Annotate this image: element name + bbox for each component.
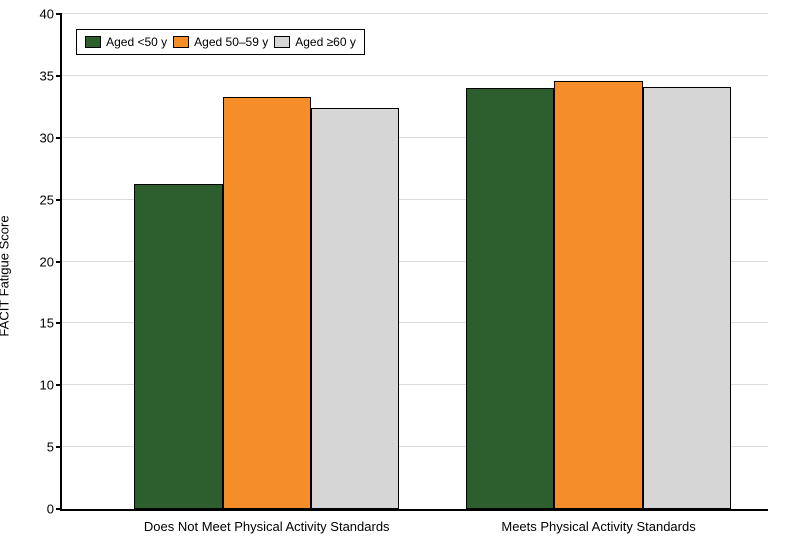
- legend-label: Aged 50–59 y: [194, 35, 268, 49]
- ytick-mark: [56, 137, 62, 139]
- y-axis-label: FACIT Fatigue Score: [0, 215, 12, 336]
- bar: [466, 88, 554, 509]
- ytick-mark: [56, 446, 62, 448]
- legend-swatch: [274, 36, 290, 48]
- ytick-mark: [56, 199, 62, 201]
- legend-label: Aged ≥60 y: [295, 35, 356, 49]
- legend-item: Aged ≥60 y: [274, 35, 356, 49]
- ytick-label: 25: [40, 192, 54, 207]
- bar-group: Meets Physical Activity Standards: [466, 14, 731, 509]
- legend-swatch: [85, 36, 101, 48]
- ytick-label: 20: [40, 254, 54, 269]
- ytick-label: 15: [40, 316, 54, 331]
- bar: [311, 108, 399, 509]
- legend: Aged <50 y Aged 50–59 y Aged ≥60 y: [76, 29, 365, 55]
- chart-container: FACIT Fatigue Score 0510152025303540Does…: [0, 0, 786, 551]
- ytick-mark: [56, 322, 62, 324]
- legend-label: Aged <50 y: [106, 35, 167, 49]
- ytick-label: 30: [40, 130, 54, 145]
- ytick-label: 40: [40, 7, 54, 22]
- ytick-mark: [56, 508, 62, 510]
- ytick-mark: [56, 13, 62, 15]
- ytick-label: 5: [47, 440, 54, 455]
- legend-swatch: [173, 36, 189, 48]
- plot-area: 0510152025303540Does Not Meet Physical A…: [60, 14, 768, 511]
- category-label: Does Not Meet Physical Activity Standard…: [144, 519, 390, 534]
- bar: [134, 184, 222, 509]
- bar: [643, 87, 731, 509]
- bar: [223, 97, 311, 509]
- ytick-label: 0: [47, 502, 54, 517]
- ytick-mark: [56, 384, 62, 386]
- bar-group: Does Not Meet Physical Activity Standard…: [134, 14, 399, 509]
- category-label: Meets Physical Activity Standards: [501, 519, 695, 534]
- legend-item: Aged <50 y: [85, 35, 167, 49]
- bar: [554, 81, 642, 509]
- ytick-mark: [56, 75, 62, 77]
- ytick-mark: [56, 261, 62, 263]
- ytick-label: 35: [40, 68, 54, 83]
- ytick-label: 10: [40, 378, 54, 393]
- legend-item: Aged 50–59 y: [173, 35, 268, 49]
